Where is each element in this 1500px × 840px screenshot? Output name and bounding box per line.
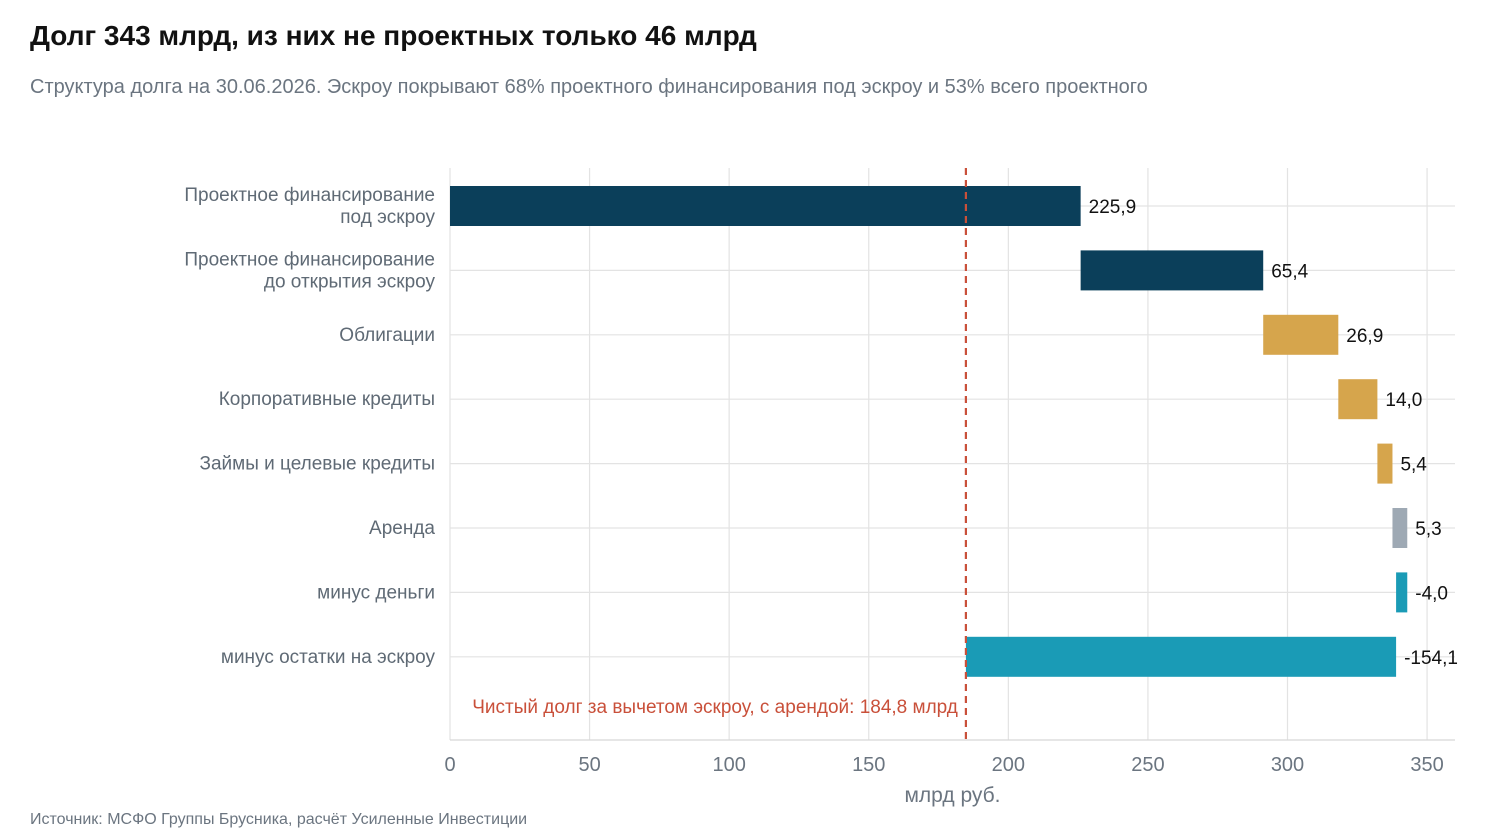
y-tick-label: Корпоративные кредиты: [219, 389, 435, 410]
bar: [965, 636, 1397, 677]
chart-subtitle: Структура долга на 30.06.2026. Эскроу по…: [30, 76, 1148, 98]
bar: [450, 186, 1081, 226]
source-note: Источник: МСФО Группы Брусника, расчёт У…: [30, 811, 528, 828]
y-tick-label: минус деньги: [317, 582, 435, 603]
y-tick-label: Аренда: [369, 518, 435, 539]
y-tick-label: Проектное финансирование: [184, 185, 435, 206]
bar: [1377, 443, 1393, 484]
y-tick-label: до открытия эскроу: [264, 271, 436, 292]
x-tick-label: 50: [578, 754, 600, 776]
x-tick-label: 250: [1131, 754, 1164, 776]
chart-title: Долг 343 млрд, из них не проектных тольк…: [30, 20, 757, 51]
bar: [1263, 314, 1339, 355]
x-tick-label: 200: [992, 754, 1025, 776]
data-label: -154,1: [1404, 648, 1458, 669]
x-tick-label: 350: [1410, 754, 1443, 776]
bar: [1338, 379, 1378, 420]
data-label: 14,0: [1385, 390, 1422, 411]
y-tick-label: Займы и целевые кредиты: [200, 454, 436, 475]
x-tick-label: 0: [444, 754, 455, 776]
data-label: 5,3: [1415, 519, 1441, 540]
data-label: 26,9: [1346, 326, 1383, 347]
y-tick-label: Проектное финансирование: [184, 249, 435, 270]
reference-line-label: Чистый долг за вычетом эскроу, с арендой…: [472, 697, 958, 718]
y-tick-label: минус остатки на эскроу: [221, 647, 436, 668]
data-label: 5,4: [1400, 455, 1427, 476]
bar: [1080, 250, 1264, 291]
y-tick-label: под эскроу: [340, 207, 435, 228]
data-label: 65,4: [1271, 261, 1308, 282]
x-axis-title: млрд руб.: [904, 784, 1000, 807]
x-tick-label: 100: [712, 754, 745, 776]
x-tick-label: 150: [852, 754, 885, 776]
data-label: 225,9: [1089, 197, 1137, 218]
data-label: -4,0: [1415, 583, 1448, 604]
x-tick-label: 300: [1271, 754, 1304, 776]
bar: [1392, 508, 1408, 548]
y-tick-label: Облигации: [339, 325, 435, 346]
bar: [1396, 572, 1408, 613]
